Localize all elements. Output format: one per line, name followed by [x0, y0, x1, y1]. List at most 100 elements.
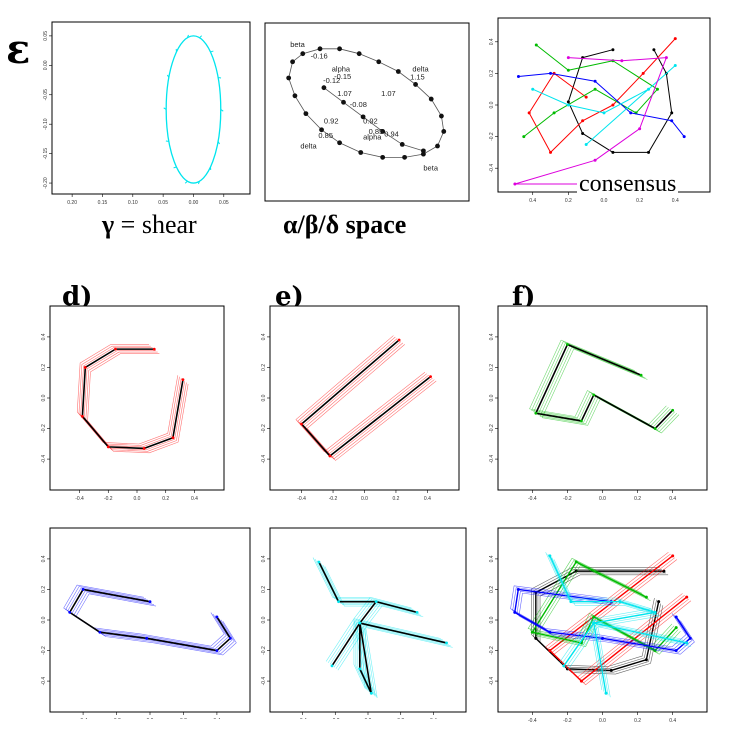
data-point — [341, 99, 346, 105]
ellipse-tick — [184, 180, 188, 184]
envelope-line — [65, 586, 227, 648]
landmark-point — [68, 610, 72, 614]
series-point — [549, 71, 553, 75]
series-point — [674, 615, 678, 619]
x-tick-label: -0.4 — [75, 496, 84, 502]
x-tick-label: -0.2 — [563, 718, 572, 724]
data-point — [402, 154, 407, 160]
x-tick-label: -0.2 — [331, 718, 340, 719]
series-point — [620, 59, 624, 63]
series-point — [647, 150, 651, 154]
landmark-point — [317, 560, 321, 564]
annotation-label: -0.16 — [311, 52, 328, 61]
consensus-line — [300, 339, 432, 457]
series-point — [581, 119, 585, 123]
data-point — [435, 143, 440, 149]
series-point — [602, 111, 606, 115]
y-tick-label: 0.4 — [261, 555, 267, 562]
annotation-label: beta — [290, 40, 305, 49]
landmark-point — [330, 664, 334, 668]
envelope-line — [76, 344, 179, 445]
series-point — [566, 100, 570, 104]
panel-label-f: f) — [512, 282, 536, 312]
data-point — [292, 93, 298, 99]
annotation-label: 1.07 — [337, 89, 352, 98]
x-tick-label: -0.2 — [563, 496, 572, 502]
series-point — [601, 636, 604, 640]
panel-h: -0.4 -0.2 0.0 0.2 0.4 0.4 0.2 0.0 -0.2 -0.4 — [261, 527, 467, 719]
x-tick-label: 0.2 — [565, 198, 572, 204]
series-point — [534, 636, 538, 640]
x-tick-label: 0.4 — [672, 198, 679, 204]
x-tick-label: 0.15 — [98, 200, 108, 206]
panel-a: 0.20 0.15 0.10 0.05 0.00 0.05 0.05 0.00 -0.05 -0.… — [43, 21, 251, 206]
envelope-line — [67, 587, 229, 650]
y-tick-label: -0.2 — [261, 646, 267, 655]
ellipse-path — [288, 48, 445, 158]
y-tick-label: -0.2 — [41, 646, 47, 655]
y-tick-label: -0.4 — [261, 677, 267, 686]
data-point — [421, 148, 426, 154]
annotation-label: 0.92 — [363, 116, 378, 125]
envelope-line — [324, 566, 453, 699]
landmark-point — [83, 366, 87, 369]
y-tick-label: 0.4 — [489, 38, 495, 45]
y-tick-label: 0.0 — [489, 616, 495, 623]
x-tick-label: -0.2 — [112, 718, 121, 719]
annotation-label: beta — [423, 163, 438, 172]
landmark-point — [228, 636, 232, 640]
series-envelope — [545, 552, 683, 690]
caption-b: α/β/δ space — [283, 210, 407, 239]
x-tick-label: 0.4 — [669, 496, 676, 502]
series-point — [549, 150, 553, 154]
panel-f: -0.4 -0.2 0.0 0.2 0.4 0.4 0.2 0.0 -0.2 -0.4 — [489, 305, 708, 502]
series-envelope — [547, 553, 685, 692]
annotation-label: -0.08 — [350, 100, 367, 109]
x-tick-label: 0.00 — [189, 200, 199, 206]
data-point — [413, 82, 418, 87]
y-tick-label: -0.20 — [43, 177, 49, 189]
epsilon-label: ε — [6, 26, 31, 73]
x-tick-label: 0.4 — [529, 198, 536, 204]
annotation-label: 0.92 — [324, 116, 339, 125]
y-tick-label: -0.4 — [261, 455, 267, 464]
ellipse-tick — [197, 181, 201, 185]
x-tick-label: -0.4 — [297, 496, 306, 502]
landmark-point — [145, 636, 149, 640]
envelope-line — [71, 590, 233, 653]
x-tick-label: 0.0 — [365, 718, 372, 719]
series-point — [548, 630, 552, 634]
series-point — [670, 119, 674, 123]
series-line — [535, 570, 664, 672]
y-tick-label: 0.4 — [489, 555, 495, 562]
consensus-line — [318, 561, 448, 695]
envelope-line — [73, 592, 235, 654]
series-line — [523, 44, 658, 137]
series-point — [674, 649, 678, 653]
x-tick-label: 0.0 — [599, 718, 606, 724]
x-tick-label: 0.2 — [180, 718, 187, 719]
x-tick-label: 0.2 — [162, 496, 169, 502]
y-tick-label: -0.05 — [43, 89, 49, 101]
y-tick-label: 0.0 — [489, 394, 495, 401]
series-point — [688, 636, 692, 640]
y-tick-label: 0.2 — [489, 586, 495, 593]
series-point — [531, 87, 535, 91]
annotation-label: delta — [412, 65, 429, 74]
data-point — [319, 127, 324, 133]
x-tick-label: 0.0 — [147, 718, 154, 719]
series-point — [655, 87, 659, 91]
x-tick-label: -0.4 — [528, 496, 537, 502]
annotation-label: -0.15 — [334, 72, 351, 81]
envelope-line — [295, 335, 426, 452]
data-point — [380, 129, 386, 134]
consensus-line — [68, 588, 232, 652]
series-point — [611, 150, 615, 154]
x-tick-label: -0.2 — [329, 496, 338, 502]
landmark-point — [142, 447, 146, 450]
landmark-point — [81, 414, 84, 418]
landmark-point — [114, 347, 117, 351]
y-tick-label: 0.00 — [43, 60, 49, 70]
y-tick-label: -0.2 — [261, 424, 267, 433]
series-line — [528, 38, 676, 153]
